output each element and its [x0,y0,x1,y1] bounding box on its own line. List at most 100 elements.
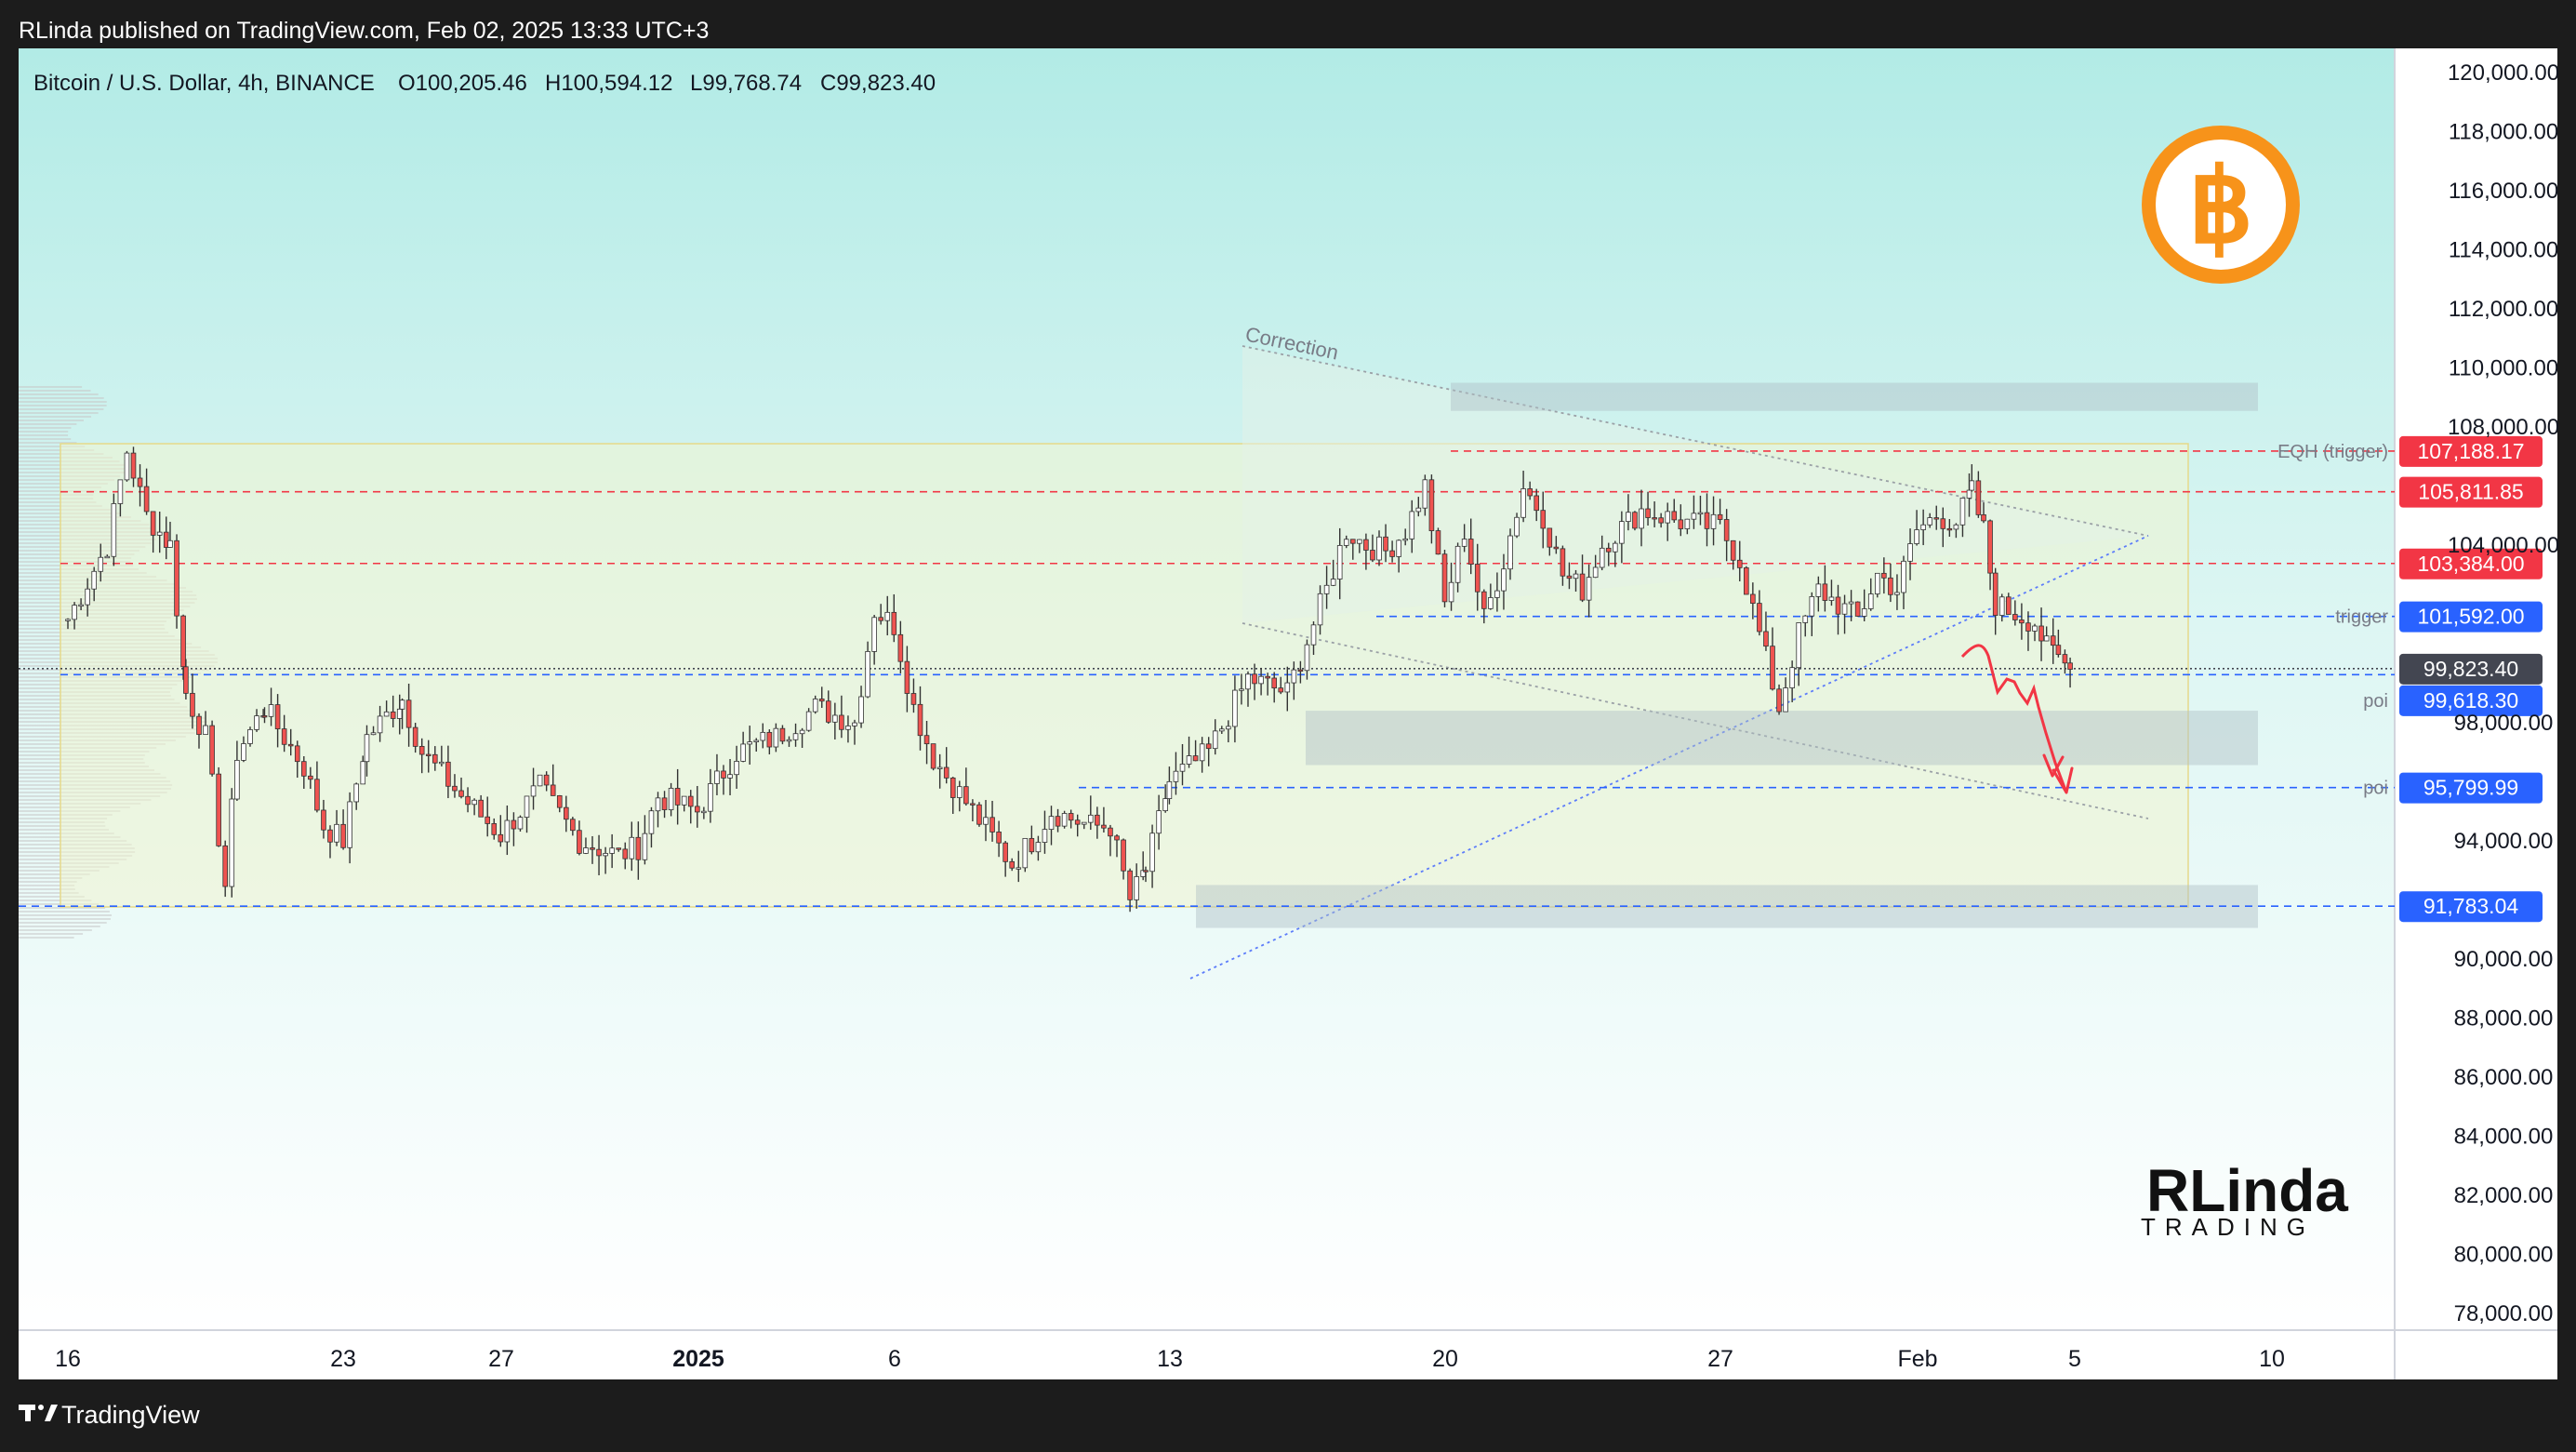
candle-body [818,699,825,702]
volume-profile-bar [19,914,113,916]
candle-body [334,823,339,843]
time-tick-label: 10 [2259,1346,2285,1372]
candle-body [970,803,976,806]
candle-body [1730,540,1736,561]
candle-body [72,605,77,620]
candle-body [805,711,812,731]
volume-profile-bar [19,423,77,425]
candle-body [792,733,799,740]
candle-body [504,819,511,843]
volume-profile-bar [19,438,72,440]
volume-profile-bar [19,501,97,503]
candle-body [1199,743,1205,762]
candle-body [1357,539,1362,544]
candle-body [321,809,326,831]
volume-profile-bar [19,420,84,421]
volume-profile-bar [19,922,107,924]
candle-body [1514,516,1520,537]
price-axis[interactable]: 120,000.00 118,000.00 116,000.00 114,000.00… [2448,60,2559,1326]
candle-body [766,731,773,748]
candle-body [498,833,504,843]
candle-body [511,819,517,830]
volume-profile-bar [19,937,74,939]
volume-profile-bar [19,401,107,403]
tradingview-logo-icon [19,1405,58,1421]
candle-body [1920,524,1926,530]
candle-body [740,743,746,762]
candle-body [727,774,733,779]
candle-body [1265,675,1270,679]
price-line-label-bg [2399,653,2543,685]
candle-body [2055,645,2062,656]
candle-body [150,511,156,536]
candle-body [1370,550,1375,561]
candle-body [65,619,71,621]
candle-body [383,711,390,717]
volume-profile-bar [19,918,111,920]
volume-profile-bar [19,877,83,879]
candle-body [1520,488,1526,518]
candle-body [923,735,930,745]
candle-body [1553,546,1560,550]
candle-body [1723,519,1730,541]
volume-profile-bar [19,446,86,447]
price-line-label: 103,384.00 [2417,552,2524,576]
candle-body [852,722,857,726]
candle-body [747,741,752,745]
candle-body [1121,839,1126,872]
time-axis[interactable]: 16 23 27 2025 6 13 20 27 Feb 5 10 [55,1346,2285,1372]
price-tick-label: 78,000.00 [2454,1301,2554,1326]
candle-body [1875,572,1880,594]
candle-body [418,745,425,755]
price-tick-label: 90,000.00 [2454,947,2554,972]
candle-body [405,699,412,728]
support-trendline [1189,535,2149,979]
candle-body [590,847,595,850]
candle-body [577,830,582,854]
candle-body [1494,590,1500,598]
candle-body [1987,520,1993,574]
time-tick-label: 6 [888,1346,901,1372]
candle-body [98,556,104,572]
candle-body [1560,548,1566,577]
candle-body [1035,842,1042,853]
candle-body [1566,575,1573,579]
price-line-tag: trigger [2335,607,2388,628]
candle-body [721,770,726,779]
candle-body [1586,577,1592,601]
candle-body [1815,583,1822,597]
candle-body [117,479,124,504]
price-line-label: 105,811.85 [2418,480,2523,504]
candle-body [550,784,556,796]
candle-body [1966,489,1972,499]
footer-brand: TradingView [61,1401,200,1429]
candle-body [989,817,995,833]
candle-body [1088,814,1094,823]
candle-body [1671,511,1678,521]
candle-body [1907,543,1913,562]
candle-body [1383,536,1388,552]
candle-body [1081,821,1087,825]
candle-body [234,760,240,800]
candle-body [564,806,569,820]
candle-body [1881,572,1887,579]
supply-demand-zone [1451,382,2258,411]
candle-body [1540,510,1547,529]
candle-body [327,829,333,843]
volume-profile-bar [19,416,92,418]
volume-profile-bar [19,873,90,875]
candle-body [2038,625,2044,642]
candle-body [661,797,668,810]
price-line-tag: EQH (trigger) [2277,442,2388,462]
candle-body [1894,592,1900,595]
candles [65,446,2073,912]
candle-body [1205,743,1212,750]
candle-body [1068,813,1074,821]
legend: Bitcoin / U.S. Dollar, 4h, BINANCE O100,… [33,71,936,96]
volume-profile-bar [19,498,94,500]
candle-body [1717,513,1723,520]
candle-body [1474,564,1481,593]
candle-body [247,728,253,744]
candle-body [360,761,366,785]
